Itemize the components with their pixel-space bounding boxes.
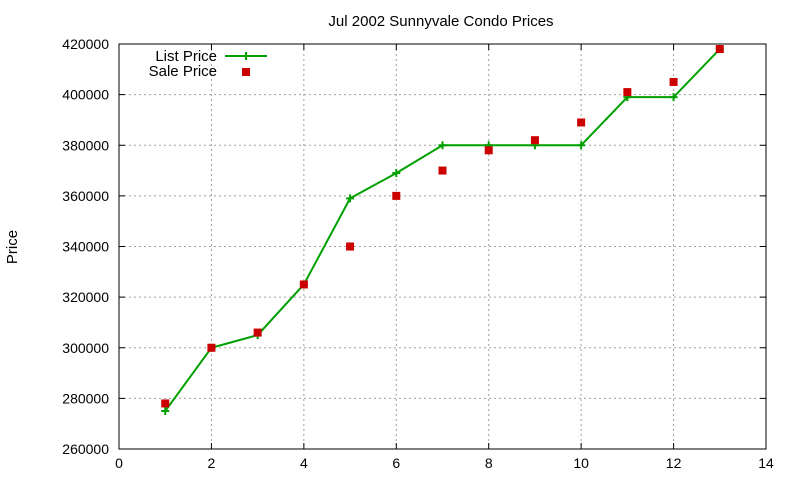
sale-price-point [715, 45, 724, 54]
sale-price-point [669, 77, 678, 86]
list-price-marker [669, 93, 678, 102]
x-tick-label: 6 [392, 455, 400, 471]
y-tick-label: 420000 [62, 36, 109, 52]
list-price-marker [346, 194, 355, 203]
list-price-marker [577, 141, 586, 150]
legend-label-list-price: List Price [155, 48, 217, 65]
y-axis-label: Price [4, 230, 21, 264]
x-tick-label: 12 [666, 455, 682, 471]
sale-price-point [577, 118, 586, 127]
sale-price-point [207, 343, 216, 352]
list-price-marker [161, 407, 170, 416]
y-tick-label: 280000 [62, 390, 109, 406]
series-layer [161, 45, 724, 416]
x-tick-label: 8 [485, 455, 493, 471]
y-tick-label: 340000 [62, 239, 109, 255]
legend: List Price Sale Price [149, 48, 267, 80]
x-tick-label: 14 [758, 455, 774, 471]
sale-price-point [346, 242, 355, 251]
y-tick-label: 400000 [62, 87, 109, 103]
y-tick-label: 380000 [62, 137, 109, 153]
sale-price-point [161, 399, 170, 408]
tick-layer: 0 2 4 6 8 10 12 14 260000 280000 300000 320000 34000… [62, 36, 774, 471]
sale-price-point [530, 136, 539, 145]
y-tick-label: 360000 [62, 188, 109, 204]
x-tick-label: 2 [208, 455, 216, 471]
list-price-line [164, 48, 721, 412]
list-price-marker [392, 169, 401, 178]
sale-price-point [392, 191, 401, 200]
legend-label-sale-price: Sale Price [149, 63, 217, 80]
legend-swatch-sale-price [242, 68, 250, 76]
y-tick-label: 320000 [62, 289, 109, 305]
y-tick-label: 300000 [62, 340, 109, 356]
sale-price-point [484, 146, 493, 155]
legend-swatches [225, 52, 267, 76]
sale-price-point [623, 88, 632, 97]
plot-frame [118, 43, 767, 450]
grid-layer [119, 44, 766, 449]
sale-price-point [438, 166, 447, 175]
x-tick-label: 0 [115, 455, 123, 471]
x-tick-label: 10 [573, 455, 589, 471]
sale-price-point [253, 328, 262, 337]
chart-title: Jul 2002 Sunnyvale Condo Prices [328, 13, 553, 30]
x-tick-label: 4 [300, 455, 308, 471]
list-price-marker [438, 141, 447, 150]
y-tick-label: 260000 [62, 441, 109, 457]
sale-price-point [299, 280, 308, 289]
